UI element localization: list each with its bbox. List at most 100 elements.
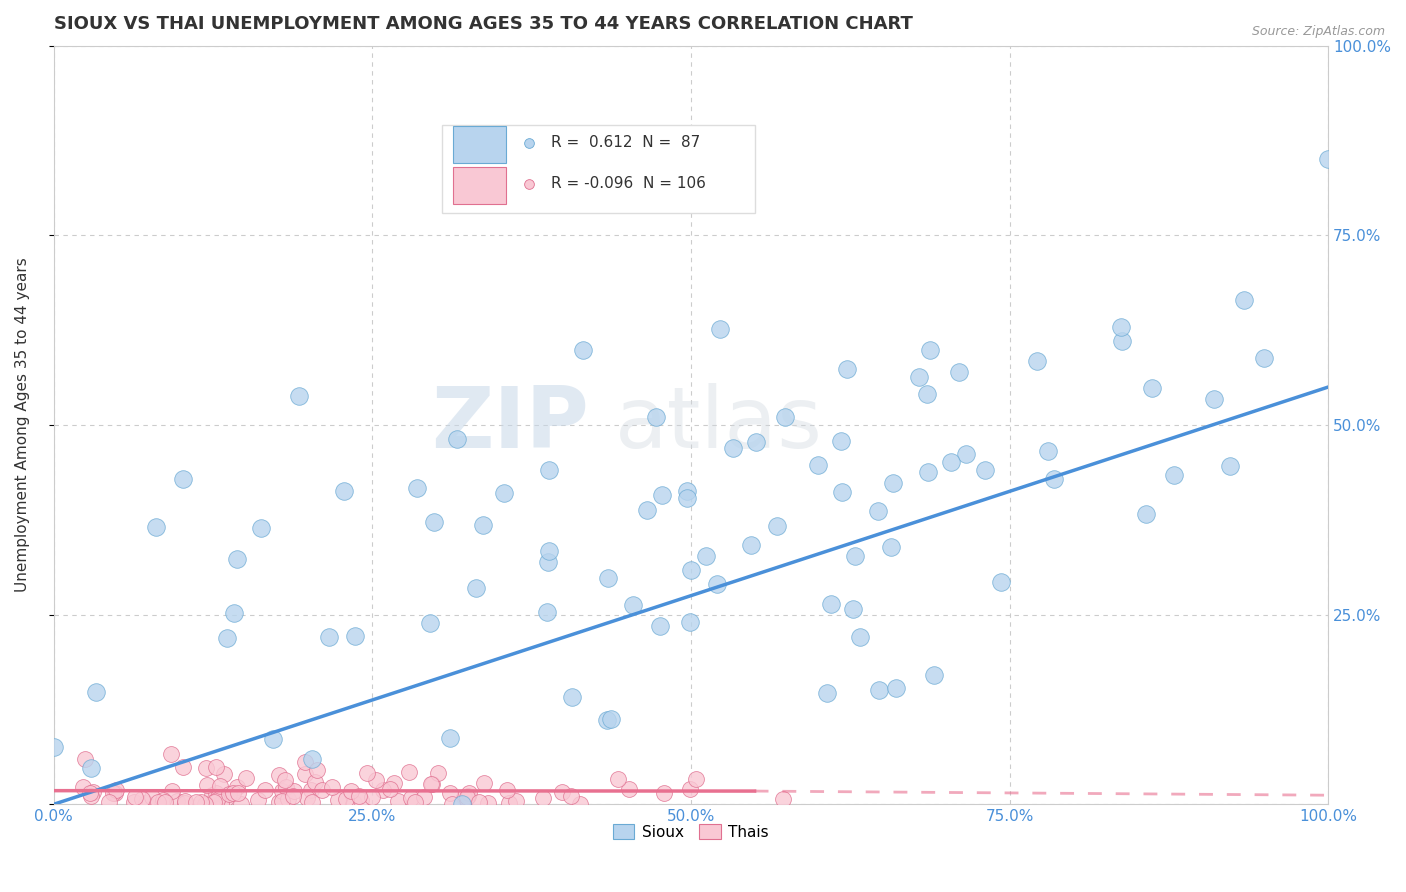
Point: [42, 739, 65, 754]
Point: [1204, 392, 1226, 406]
Point: [184, 795, 207, 809]
Text: SIOUX VS THAI UNEMPLOYMENT AMONG AGES 35 TO 44 YEARS CORRELATION CHART: SIOUX VS THAI UNEMPLOYMENT AMONG AGES 35…: [53, 15, 912, 33]
Point: [335, 792, 357, 806]
Point: [868, 682, 890, 697]
Point: [598, 571, 620, 585]
Point: [679, 781, 702, 796]
Point: [815, 686, 838, 700]
Point: [990, 574, 1012, 589]
Text: ZIP: ZIP: [432, 384, 589, 467]
Point: [446, 433, 468, 447]
Point: [246, 792, 269, 806]
Point: [124, 790, 146, 805]
Point: [538, 544, 561, 558]
Point: [104, 786, 127, 800]
Point: [218, 787, 240, 801]
Point: [398, 765, 420, 780]
Point: [457, 789, 479, 804]
Point: [262, 732, 284, 747]
Point: [356, 765, 378, 780]
Point: [301, 795, 323, 809]
Point: [740, 538, 762, 552]
Point: [498, 796, 520, 810]
Point: [685, 772, 707, 786]
Point: [413, 790, 436, 805]
Point: [465, 581, 488, 595]
Point: [456, 790, 478, 805]
Point: [304, 775, 326, 789]
Point: [924, 668, 946, 682]
Point: [439, 786, 461, 800]
Point: [1142, 381, 1164, 395]
Point: [271, 794, 294, 808]
Point: [1026, 354, 1049, 368]
Point: [190, 796, 212, 810]
Point: [207, 793, 229, 807]
Text: R = -0.096  N = 106: R = -0.096 N = 106: [551, 177, 706, 191]
Point: [723, 441, 745, 455]
Point: [419, 616, 441, 631]
Point: [830, 434, 852, 448]
Point: [366, 772, 388, 787]
Point: [709, 322, 731, 336]
Point: [531, 791, 554, 805]
Point: [744, 435, 766, 450]
Point: [269, 768, 291, 782]
Point: [467, 795, 489, 809]
Point: [538, 462, 561, 476]
Point: [915, 386, 938, 401]
Point: [441, 797, 464, 812]
Point: [215, 790, 238, 805]
Point: [882, 475, 904, 490]
Point: [225, 552, 247, 566]
Point: [600, 713, 623, 727]
Point: [122, 795, 145, 809]
Point: [645, 410, 668, 425]
Point: [474, 776, 496, 790]
Point: [974, 463, 997, 477]
Point: [350, 793, 373, 807]
Point: [941, 455, 963, 469]
Point: [321, 780, 343, 794]
Point: [706, 577, 728, 591]
Point: [226, 786, 249, 800]
Point: [695, 549, 717, 563]
Point: [404, 795, 426, 809]
Point: [427, 765, 450, 780]
Point: [194, 761, 217, 775]
Point: [472, 518, 495, 533]
Point: [254, 783, 277, 797]
Point: [560, 789, 582, 804]
Point: [311, 782, 333, 797]
Point: [765, 518, 787, 533]
Point: [568, 797, 591, 811]
Point: [153, 795, 176, 809]
Point: [387, 794, 409, 808]
Point: [496, 782, 519, 797]
Point: [277, 792, 299, 806]
Y-axis label: Unemployment Among Ages 35 to 44 years: Unemployment Among Ages 35 to 44 years: [15, 258, 30, 592]
Point: [866, 504, 889, 518]
Point: [371, 783, 394, 797]
Point: [948, 365, 970, 379]
Point: [328, 793, 350, 807]
Point: [222, 606, 245, 620]
Point: [596, 713, 619, 727]
Point: [880, 540, 903, 554]
Point: [166, 794, 188, 808]
Point: [551, 785, 574, 799]
FancyBboxPatch shape: [443, 125, 755, 212]
Point: [1317, 153, 1340, 167]
Point: [347, 789, 370, 803]
Point: [623, 599, 645, 613]
Point: [1253, 351, 1275, 365]
Point: [250, 521, 273, 535]
Point: [225, 780, 247, 795]
Point: [294, 767, 316, 781]
Point: [458, 786, 481, 800]
Point: [270, 784, 292, 798]
Point: [231, 797, 253, 812]
Point: [299, 783, 322, 797]
Point: [773, 410, 796, 425]
Point: [145, 520, 167, 534]
